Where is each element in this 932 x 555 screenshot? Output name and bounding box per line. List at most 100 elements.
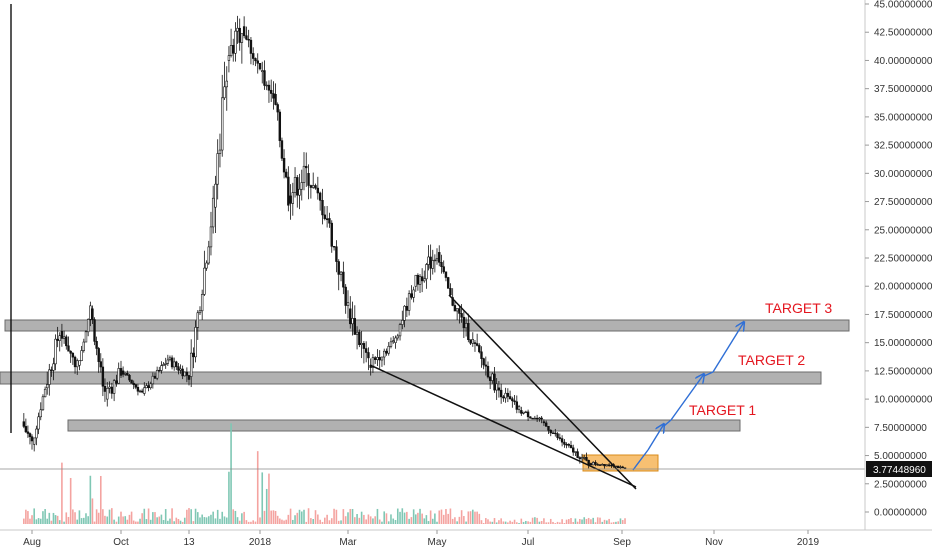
candle-body xyxy=(598,464,602,466)
current-price-badge xyxy=(866,461,932,477)
arrow-to-target-2[interactable] xyxy=(670,374,704,421)
price-tick-label: 2.50000000 xyxy=(874,479,927,490)
volume-bar xyxy=(126,519,129,524)
arrow-to-target-1[interactable] xyxy=(647,424,664,451)
volume-bar xyxy=(58,520,61,524)
candle-body xyxy=(160,365,163,371)
volume-bar xyxy=(287,514,290,524)
time-axis: Aug Oct 13 2018 Mar May Jul Sep Nov 2019 xyxy=(0,529,932,548)
candle-body xyxy=(497,387,501,391)
candle-body xyxy=(429,256,432,269)
candle-body xyxy=(221,97,224,151)
volume-bar xyxy=(356,514,358,524)
volume-bar xyxy=(472,509,474,524)
candle-body xyxy=(95,341,98,349)
candle-body xyxy=(101,366,105,387)
candle-body xyxy=(396,335,399,339)
volume-bar xyxy=(91,498,94,524)
volume-bar xyxy=(516,522,518,524)
candle-body xyxy=(591,462,595,466)
candle-body xyxy=(484,364,488,367)
volume-bar xyxy=(296,512,299,524)
volume-bar xyxy=(80,518,83,524)
candle-body xyxy=(56,338,59,341)
time-tick-label: Sep xyxy=(613,537,631,548)
candle-body xyxy=(508,396,512,400)
candle-body xyxy=(376,357,379,360)
candle-body xyxy=(164,363,167,365)
price-tick-label: 15.00000000 xyxy=(874,338,932,349)
volume-bar xyxy=(31,515,33,524)
volume-bar xyxy=(137,521,139,524)
volume-bar xyxy=(321,521,324,524)
volume-bar xyxy=(97,512,100,524)
candle-body xyxy=(276,104,279,113)
candle-body xyxy=(293,177,297,193)
volume-bar xyxy=(385,513,388,524)
lower-trendline[interactable] xyxy=(369,364,637,488)
volume-bar xyxy=(156,517,158,524)
volume-bar xyxy=(65,512,68,524)
candle-body xyxy=(491,373,494,381)
candle-body xyxy=(126,373,129,376)
volume-bar xyxy=(606,520,608,524)
upper-trendline[interactable] xyxy=(448,294,637,490)
time-tick-label: 13 xyxy=(183,537,195,548)
candle-body xyxy=(318,192,322,201)
candle-body xyxy=(344,286,347,306)
candle-body xyxy=(119,368,123,376)
volume-bar xyxy=(310,518,312,524)
candle-body xyxy=(48,369,51,385)
wedge-trendlines xyxy=(369,294,637,490)
candle-body xyxy=(453,305,457,312)
candle-body xyxy=(108,386,111,389)
price-tick-label: 30.00000000 xyxy=(874,169,932,180)
candle-body xyxy=(54,338,57,365)
volume-bar xyxy=(387,521,390,524)
candle-body xyxy=(309,185,313,188)
candle-body xyxy=(418,276,422,285)
zones-layer xyxy=(0,319,850,472)
candle-body xyxy=(335,246,338,262)
volume-bar xyxy=(491,521,494,524)
volume-bar xyxy=(561,519,563,524)
volume-bar xyxy=(556,521,559,524)
candle-body xyxy=(274,94,277,105)
candle-body xyxy=(355,331,359,335)
volume-bar xyxy=(160,514,163,524)
candle-body xyxy=(451,297,454,306)
candle-body xyxy=(435,258,439,261)
volume-bar xyxy=(500,518,502,524)
volume-bar xyxy=(186,509,188,524)
volume-bar xyxy=(540,521,543,524)
candle-body xyxy=(203,267,206,295)
volume-bar xyxy=(319,519,321,524)
candle-body xyxy=(181,368,184,377)
price-tick-label: 17.50000000 xyxy=(874,310,932,321)
volume-bar xyxy=(238,520,241,524)
volume-bar xyxy=(175,517,178,524)
candle-body xyxy=(82,341,85,351)
volume-bar xyxy=(596,517,599,524)
volume-bar xyxy=(349,508,352,524)
candle-body xyxy=(337,261,340,275)
candle-body xyxy=(473,342,477,344)
candle-body xyxy=(433,259,437,262)
candle-body xyxy=(145,385,148,389)
volume-bar xyxy=(230,423,232,524)
volume-bar xyxy=(460,510,463,524)
candle-body xyxy=(50,369,53,371)
arrow-to-target-3[interactable] xyxy=(712,322,744,373)
candle-body xyxy=(572,447,575,453)
candle-body xyxy=(549,429,552,434)
volume-bar xyxy=(504,521,507,524)
volume-bar xyxy=(493,518,496,524)
volume-bar xyxy=(445,509,447,524)
candle-body xyxy=(542,421,546,424)
current-price-value: 3.77448960 xyxy=(873,465,926,476)
candle-body xyxy=(387,345,390,354)
volume-bar xyxy=(427,521,430,524)
volume-bar xyxy=(219,518,221,524)
